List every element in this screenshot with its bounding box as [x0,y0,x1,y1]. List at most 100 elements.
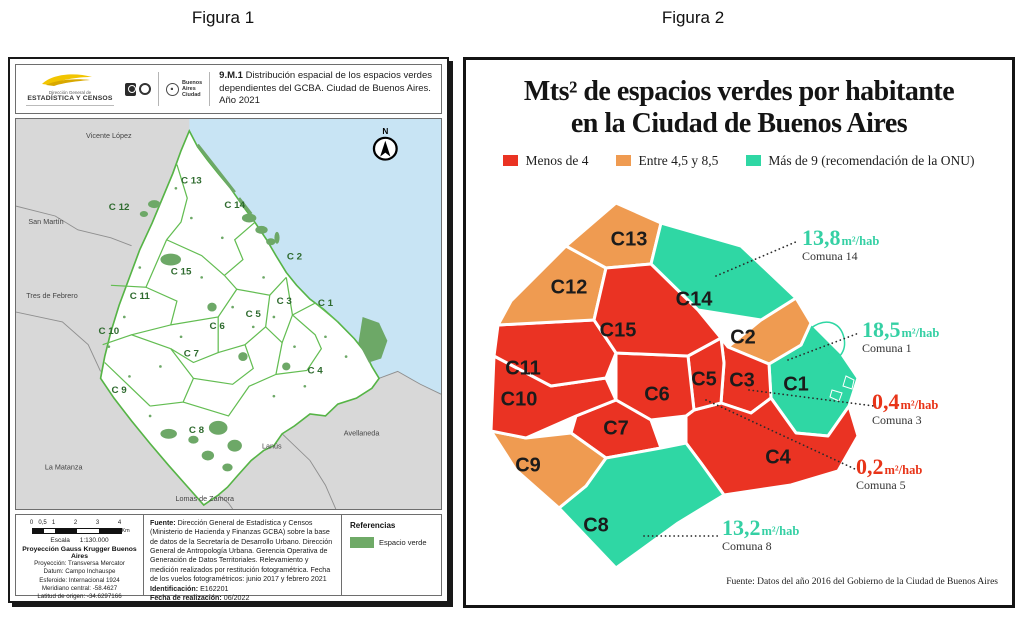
ba-logo-icon [166,82,179,96]
fuente-paragraph: Fuente: Dirección General de Estadística… [150,519,335,585]
fecha-line: Fecha de realización: 06/2022 [150,594,335,603]
escala-label: Escala [50,537,70,544]
source-panel: Fuente: Dirección General de Estadística… [144,515,342,602]
escala-value: 1:130.000 [79,537,109,544]
projection-line-3: Esferoide: Internacional 1924 [39,576,120,584]
region-label-C1: C1 [783,373,809,395]
fecha-label: Fecha de realización: [150,593,222,602]
escala-line: Escala 1:130.000 [16,537,143,544]
f1-label-c5: C 5 [246,309,262,320]
label-la-matanza: La Matanza [45,465,83,472]
label-avellaneda: Avellaneda [344,431,380,438]
scale-panel: 0 0,5 1 2 3 4 Km Escala 1:130.000 Proyec… [16,515,144,600]
figura1-title: 9.M.1 Distribución espacial de los espac… [217,70,435,107]
figura2-map-area: C1 C2 C3 C4 C5 C6 C7 C8 C9 C10 C11 C12 C13 C14 C15 13,… [466,148,1012,578]
scale-tick-05: 0,5 [38,520,47,526]
scale-tick-4: 4 [117,520,122,526]
header-separator-2 [209,72,211,106]
annotation-comuna-14: 13,8m²/hab Comuna 14 [802,226,879,262]
green-spaces [107,143,388,472]
figura2-title: Mts² de espacios verdes por habitante en… [466,76,1012,141]
projection-line-5: Latitud de origen: -34.6297166 [37,593,122,601]
annotation-name-c14: Comuna 14 [802,248,858,263]
scale-tick-1: 1 [51,520,56,526]
fuente-label: Fuente: [150,519,176,527]
region-label-C10: C10 [501,388,538,410]
f1-label-c7: C 7 [184,349,199,360]
f1-label-c2: C 2 [287,252,302,263]
f1-label-c10: C 10 [99,326,120,337]
region-label-C2: C2 [730,326,756,348]
iram-seal-icon [125,82,136,96]
iqnet-seal-icon [139,83,151,95]
figura2-title-line1: Mts² de espacios verdes por habitante [523,76,955,107]
legend-swatch-red [503,155,519,167]
annotation-unit-c5: m²/hab [884,463,923,477]
annotation-value-c3: 0,4 [872,389,900,414]
annotation-comuna-8: 13,2m²/hab Comuna 8 [722,516,799,552]
annotation-value-c14: 13,8 [802,225,841,250]
f1-label-c13: C 13 [181,176,202,187]
figura2-legend: Menos de 4 Entre 4,5 y 8,5 Más de 9 (rec… [466,153,1012,169]
region-label-C11: C11 [505,357,541,379]
region-label-C12: C12 [551,276,588,298]
espacio-verde-label: Espacio verde [379,538,427,547]
figura2-title-line2: en la Ciudad de Buenos Aires [570,108,908,140]
figura1-map-svg: C 1 C 2 C 3 C 4 C 5 C 6 C 7 C 8 C 9 C 10… [16,119,441,509]
region-C15 [592,262,723,358]
dgec-subline [26,104,114,106]
legend-label-orange: Entre 4,5 y 8,5 [638,152,719,168]
annotation-value-c8: 13,2 [722,515,761,540]
ba-text-1: Buenos [182,79,203,86]
comuna-borders [102,164,339,417]
f1-label-c12: C 12 [109,202,130,213]
f1-label-c6: C 6 [210,321,225,332]
fuente-text: Dirección General de Estadística y Censo… [150,519,333,584]
label-lanus: Lanús [262,444,282,451]
f1-label-c1: C 1 [318,298,334,309]
region-label-C7: C7 [603,417,629,439]
figura2-infographic-frame: Mts² de espacios verdes por habitante en… [463,57,1015,608]
legend-item-menos-de-4: Menos de 4 [503,153,588,169]
annotation-comuna-1: 18,5m²/hab Comuna 1 [862,318,939,354]
f1-label-c14: C 14 [224,200,245,211]
annotation-name-c8: Comuna 8 [722,538,772,553]
annotation-name-c3: Comuna 3 [872,412,922,427]
figura1-caption: Figura 1 [191,8,255,27]
scale-tick-2: 2 [73,520,78,526]
leader-line-2 [748,389,875,407]
dgec-swoosh-icon [42,74,92,87]
legend-item-mas-de-9: Más de 9 (recomendación de la ONU) [746,152,975,169]
figura1-title-text: Distribución espacial de los espacios ve… [219,70,432,107]
legend-label-red: Menos de 4 [525,152,589,168]
identificacion-line: Identificación: E162201 [150,585,335,594]
annotation-name-c5: Comuna 5 [856,477,906,492]
certification-seals [125,82,151,96]
annotation-unit-c8: m²/hab [761,524,800,538]
figura2-source: Fuente: Datos del año 2016 del Gobierno … [726,577,998,587]
legend-item-entre: Entre 4,5 y 8,5 [616,153,718,169]
header-separator [158,72,159,106]
figura1-map-panel: C 1 C 2 C 3 C 4 C 5 C 6 C 7 C 8 C 9 C 10… [15,118,442,510]
region-label-C8: C8 [583,514,609,536]
region-label-C15: C15 [600,319,637,341]
caba-city-outline [99,128,381,507]
scale-bar: 0 0,5 1 2 3 4 Km [30,520,130,536]
f1-label-c8: C 8 [189,425,205,436]
figura1-map-frame: Dirección General de ESTADÍSTICA Y CENSO… [8,57,449,603]
legend-label-teal: Más de 9 (recomendación de la ONU) [768,152,975,168]
scale-tick-3: 3 [95,520,100,526]
projection-line-1: Proyección: Transversa Mercator [34,560,125,567]
annotation-value-c5: 0,2 [856,454,884,479]
comuna-labels: C 1 C 2 C 3 C 4 C 5 C 6 C 7 C 8 C 9 C 10… [99,176,334,436]
dgec-line1: Dirección General de [48,90,92,96]
f1-label-c4: C 4 [308,366,324,377]
espacio-verde-swatch [350,537,374,548]
label-san-martin: San Martín [28,219,63,226]
identificacion-label: Identificación: [150,584,199,593]
ba-text-2: Aires [182,85,196,92]
identificacion-value: E162201 [200,584,229,593]
dgec-line2: ESTADÍSTICA Y CENSOS [27,94,113,102]
region-C9 [489,429,608,510]
annotation-name-c1: Comuna 1 [862,340,912,355]
